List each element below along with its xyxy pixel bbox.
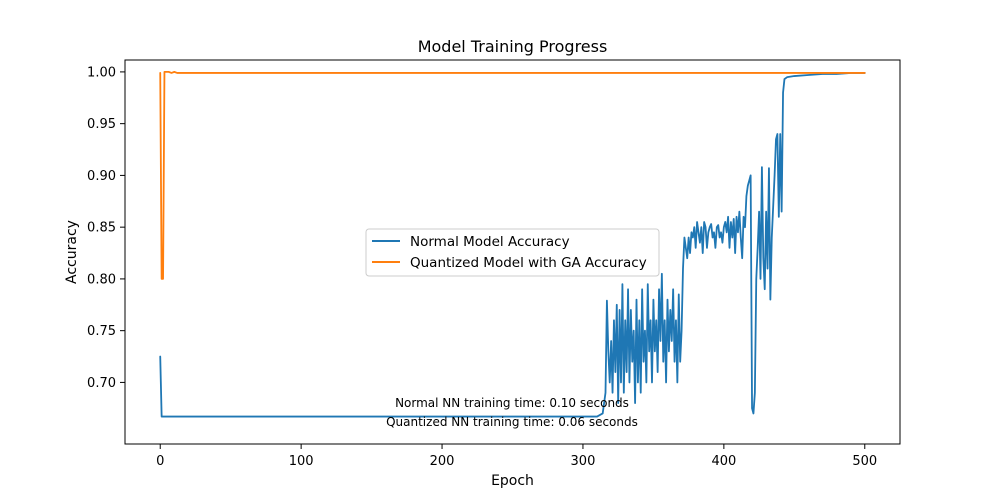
y-axis-ticks: 0.70 0.75 0.80 0.85 0.90 0.95 1.00	[87, 65, 125, 391]
y-tick-label: 0.70	[87, 376, 116, 391]
legend-label-normal: Normal Model Accuracy	[410, 234, 570, 250]
y-tick-label: 0.95	[87, 117, 116, 132]
x-tick-label: 500	[852, 454, 877, 469]
y-tick-label: 0.80	[87, 272, 116, 287]
annotation-quantized-time: Quantized NN training time: 0.06 seconds	[386, 415, 638, 429]
legend-label-quantized: Quantized Model with GA Accuracy	[410, 255, 647, 271]
data-lines	[159, 71, 866, 418]
x-tick-label: 300	[571, 454, 596, 469]
plot-frame	[124, 59, 901, 445]
legend: Normal Model Accuracy Quantized Model wi…	[365, 228, 660, 277]
x-axis-ticks: 0 100 200 300 400 500	[156, 444, 877, 469]
x-tick-label: 100	[289, 454, 314, 469]
series-line-quantized-model-with-ga-accuracy	[159, 71, 866, 280]
annotation-normal-time: Normal NN training time: 0.10 seconds	[395, 396, 629, 410]
x-tick-label: 200	[430, 454, 455, 469]
x-axis-label: Epoch	[491, 473, 534, 489]
y-tick-label: 0.85	[87, 221, 116, 236]
y-tick-label: 0.75	[87, 324, 116, 339]
legend-box	[365, 228, 660, 277]
y-tick-label: 1.00	[87, 65, 116, 80]
x-tick-label: 400	[711, 454, 736, 469]
chart-title: Model Training Progress	[418, 37, 608, 56]
x-tick-label: 0	[156, 454, 164, 469]
series-line-normal-model-accuracy	[159, 72, 866, 418]
y-tick-label: 0.90	[87, 169, 116, 184]
y-axis-label: Accuracy	[64, 220, 80, 284]
